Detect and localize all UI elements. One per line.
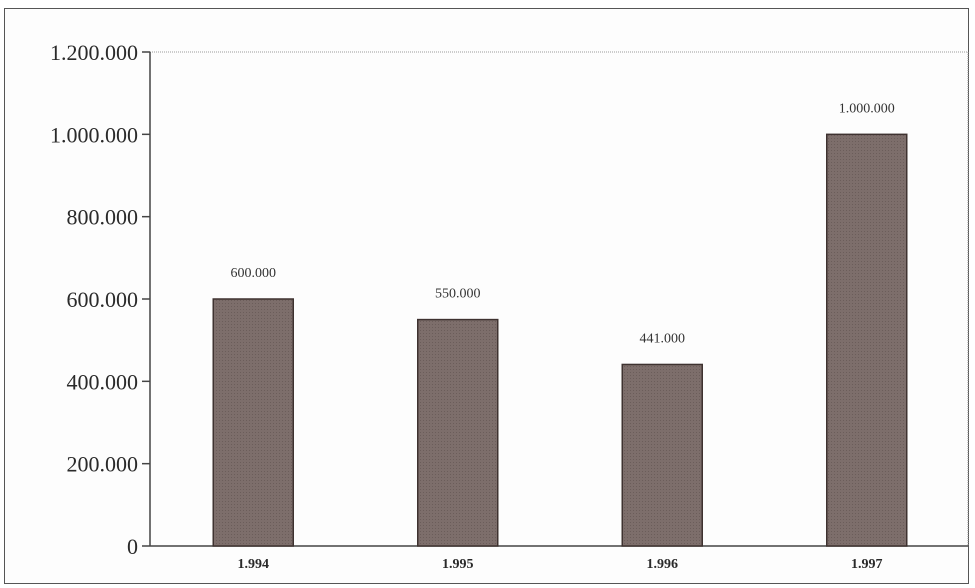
bar-1997 bbox=[826, 133, 908, 547]
data-label: 600.000 bbox=[231, 266, 277, 281]
x-tick-labels: 1.994 1.995 1.996 1.997 bbox=[238, 557, 883, 572]
y-tick-label: 200.000 bbox=[67, 452, 139, 477]
x-tick-label: 1.995 bbox=[442, 557, 474, 572]
y-tick-label: 800.000 bbox=[67, 205, 139, 230]
bar-1996 bbox=[621, 363, 703, 547]
y-tick-label: 400.000 bbox=[67, 369, 139, 394]
x-tick-label: 1.994 bbox=[238, 557, 270, 572]
bar-1995 bbox=[417, 318, 499, 547]
x-tick-label: 1.996 bbox=[647, 557, 679, 572]
y-tick-label: 1.200.000 bbox=[50, 40, 138, 65]
data-label: 550.000 bbox=[435, 287, 481, 302]
x-tick-label: 1.997 bbox=[851, 557, 883, 572]
y-tick-label: 0 bbox=[127, 534, 138, 559]
data-label: 1.000.000 bbox=[839, 101, 895, 116]
bar-1994 bbox=[212, 298, 294, 547]
bars: 600.000 550.000 441.000 1.000.000 bbox=[212, 101, 908, 547]
data-label: 441.000 bbox=[640, 331, 686, 346]
y-tick-label: 1.000.000 bbox=[50, 122, 138, 147]
y-tick-label: 600.000 bbox=[67, 287, 139, 312]
y-ticks: 0 200.000 400.000 600.000 800.000 1.000.000 1.… bbox=[50, 40, 150, 559]
